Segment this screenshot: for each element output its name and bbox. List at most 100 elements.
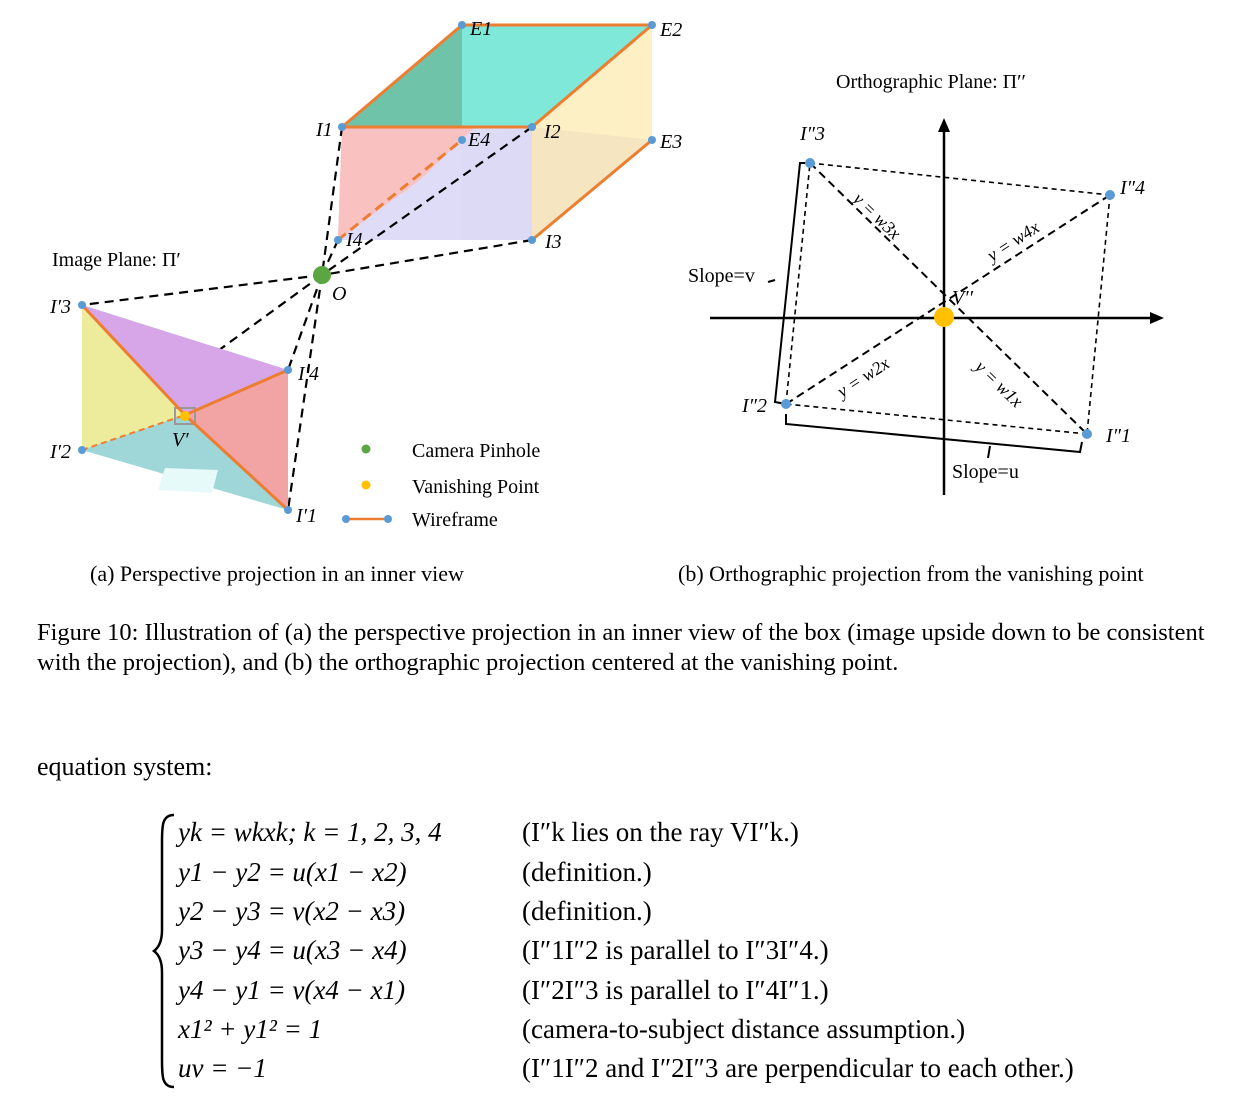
ray-labels: y = w3x y = w4x y = w2x y = w1x — [832, 187, 1043, 411]
orthographic-quad — [785, 162, 1111, 435]
label-i1p: I′1 — [295, 505, 317, 527]
caption-a: (a) Perspective projection in an inner v… — [90, 561, 464, 586]
point-i1 — [338, 123, 346, 131]
equation-3-lhs: y2 − y3 = v(x2 − x3) — [178, 896, 406, 926]
point-e1 — [458, 21, 466, 29]
ray-label-w3: y = w3x — [848, 187, 905, 243]
equation-5-note: (I″2I″3 is parallel to I″4I″1.) — [522, 975, 829, 1005]
point-i4pp — [1105, 190, 1115, 200]
x-axis-arrow — [1150, 312, 1164, 324]
camera-pinhole-point — [313, 266, 331, 284]
equation-intro: equation system: — [37, 752, 213, 781]
label-i2: I2 — [543, 121, 561, 143]
caption-b: (b) Orthographic projection from the van… — [678, 561, 1144, 586]
image-plane-floor — [82, 415, 288, 510]
legend: Camera Pinhole Vanishing Point Wireframe — [342, 440, 540, 531]
slope-u-tick — [987, 445, 991, 459]
orthographic-plane-title: Orthographic Plane: Π′′ — [836, 71, 1026, 93]
point-e3 — [648, 136, 656, 144]
point-i3pp — [805, 158, 815, 168]
point-i4 — [334, 236, 342, 244]
label-i4pp: I″4 — [1119, 177, 1145, 199]
equation-2-lhs: y1 − y2 = u(x1 − x2) — [178, 857, 407, 887]
figure-10: E1 E2 E3 E4 I1 I2 I3 I4 O I′3 I′2 I′4 I′… — [49, 18, 1164, 586]
equation-2-note: (definition.) — [522, 857, 652, 887]
wire-i2p-v — [81, 414, 186, 451]
ray-o-i4p — [286, 274, 324, 371]
legend-pinhole-label: Camera Pinhole — [412, 440, 540, 462]
slope-brackets — [767, 162, 1083, 459]
point-i4p — [284, 366, 292, 374]
y-axis-arrow — [938, 118, 950, 132]
figure-caption: Figure 10: Illustration of (a) the persp… — [37, 619, 1205, 676]
label-i4p: I′4 — [297, 363, 319, 385]
point-i2p — [78, 446, 86, 454]
vanishing-point-vp — [180, 411, 190, 421]
edge-i2-i3 — [785, 162, 811, 405]
edge-i4-e4 — [337, 138, 463, 242]
point-e4 — [458, 136, 466, 144]
orthographic-points — [781, 158, 1115, 439]
label-e2: E2 — [659, 19, 682, 41]
equation-7-note: (I″1I″2 and I″2I″3 are perpendicular to … — [522, 1053, 1074, 1083]
equation-1-lhs: yk = wkxk; k = 1, 2, 3, 4 — [178, 817, 442, 847]
ray-label-w1: y = w1x — [970, 355, 1027, 411]
box-face-shadow — [532, 127, 652, 240]
label-i2pp: I″2 — [741, 395, 767, 417]
box-3d — [81, 23, 653, 511]
ray-i3-o — [321, 238, 533, 277]
label-e1: E1 — [469, 18, 492, 40]
slope-v-bracket — [773, 162, 810, 405]
box-face-inner — [462, 127, 532, 240]
point-i1pp — [1082, 429, 1092, 439]
edge-i3-i4 — [809, 162, 1111, 196]
label-o: O — [332, 283, 346, 305]
edge-i1-e1 — [341, 23, 463, 129]
ray-label-w2: y = w2x — [832, 353, 893, 403]
point-i2 — [528, 123, 536, 131]
slope-v-label: Slope=v — [688, 265, 755, 287]
wire-i3p-v — [80, 303, 187, 417]
equation-7-lhs: uv = −1 — [178, 1053, 267, 1083]
label-i4: I4 — [345, 229, 363, 251]
legend-vanishing-marker — [361, 480, 371, 490]
equation-6-note: (camera-to-subject distance assumption.) — [522, 1014, 966, 1044]
label-i3pp: I″3 — [799, 123, 825, 145]
equation-4-lhs: y3 − y4 = u(x3 − x4) — [178, 935, 407, 965]
image-plane-floor-light — [158, 468, 218, 493]
slope-v-tick — [767, 279, 776, 283]
ray-i2-o — [321, 126, 533, 276]
label-e4: E4 — [467, 129, 490, 151]
edge-i4-i1 — [1086, 194, 1111, 435]
equation-3-note: (definition.) — [522, 896, 652, 926]
slope-u-label: Slope=u — [952, 461, 1019, 483]
image-plane-inner-box — [174, 407, 196, 425]
edge-i1-i2 — [785, 403, 1088, 435]
ray-i1-o — [320, 126, 344, 276]
label-i1pp: I″1 — [1105, 425, 1131, 447]
legend-wireframe-point-left — [342, 515, 350, 523]
equation-4-note: (I″1I″2 is parallel to I″3I″4.) — [522, 935, 829, 965]
legend-wireframe-point-right — [384, 515, 392, 523]
label-i3p: I′3 — [49, 296, 71, 318]
ray-label-w4: y = w4x — [982, 217, 1043, 267]
image-plane-top-wall — [82, 305, 288, 415]
slope-u-bracket — [785, 414, 1083, 454]
image-plane-left-wall — [82, 305, 185, 450]
label-vp: V′ — [172, 429, 189, 451]
label-i3: I3 — [544, 231, 562, 253]
ray-o-i3p — [81, 273, 323, 307]
equation-5-lhs: y4 − y1 = v(x4 − x1) — [178, 975, 406, 1005]
wire-i1p-v — [183, 413, 290, 512]
image-plane-label: Image Plane: Π′ — [52, 249, 181, 271]
label-e3: E3 — [659, 131, 682, 153]
point-i3 — [528, 236, 536, 244]
ray-w2-w4 — [785, 194, 1111, 405]
equation-1-note: (I″k lies on the ray VI″k.) — [522, 817, 799, 847]
equation-6-lhs: x1² + y1² = 1 — [178, 1014, 323, 1044]
image-plane — [80, 303, 290, 512]
equation-brace — [152, 813, 175, 1089]
vanishing-point-center — [934, 307, 954, 327]
legend-pinhole-marker — [361, 444, 371, 454]
label-vpp: V′′ — [952, 287, 974, 309]
